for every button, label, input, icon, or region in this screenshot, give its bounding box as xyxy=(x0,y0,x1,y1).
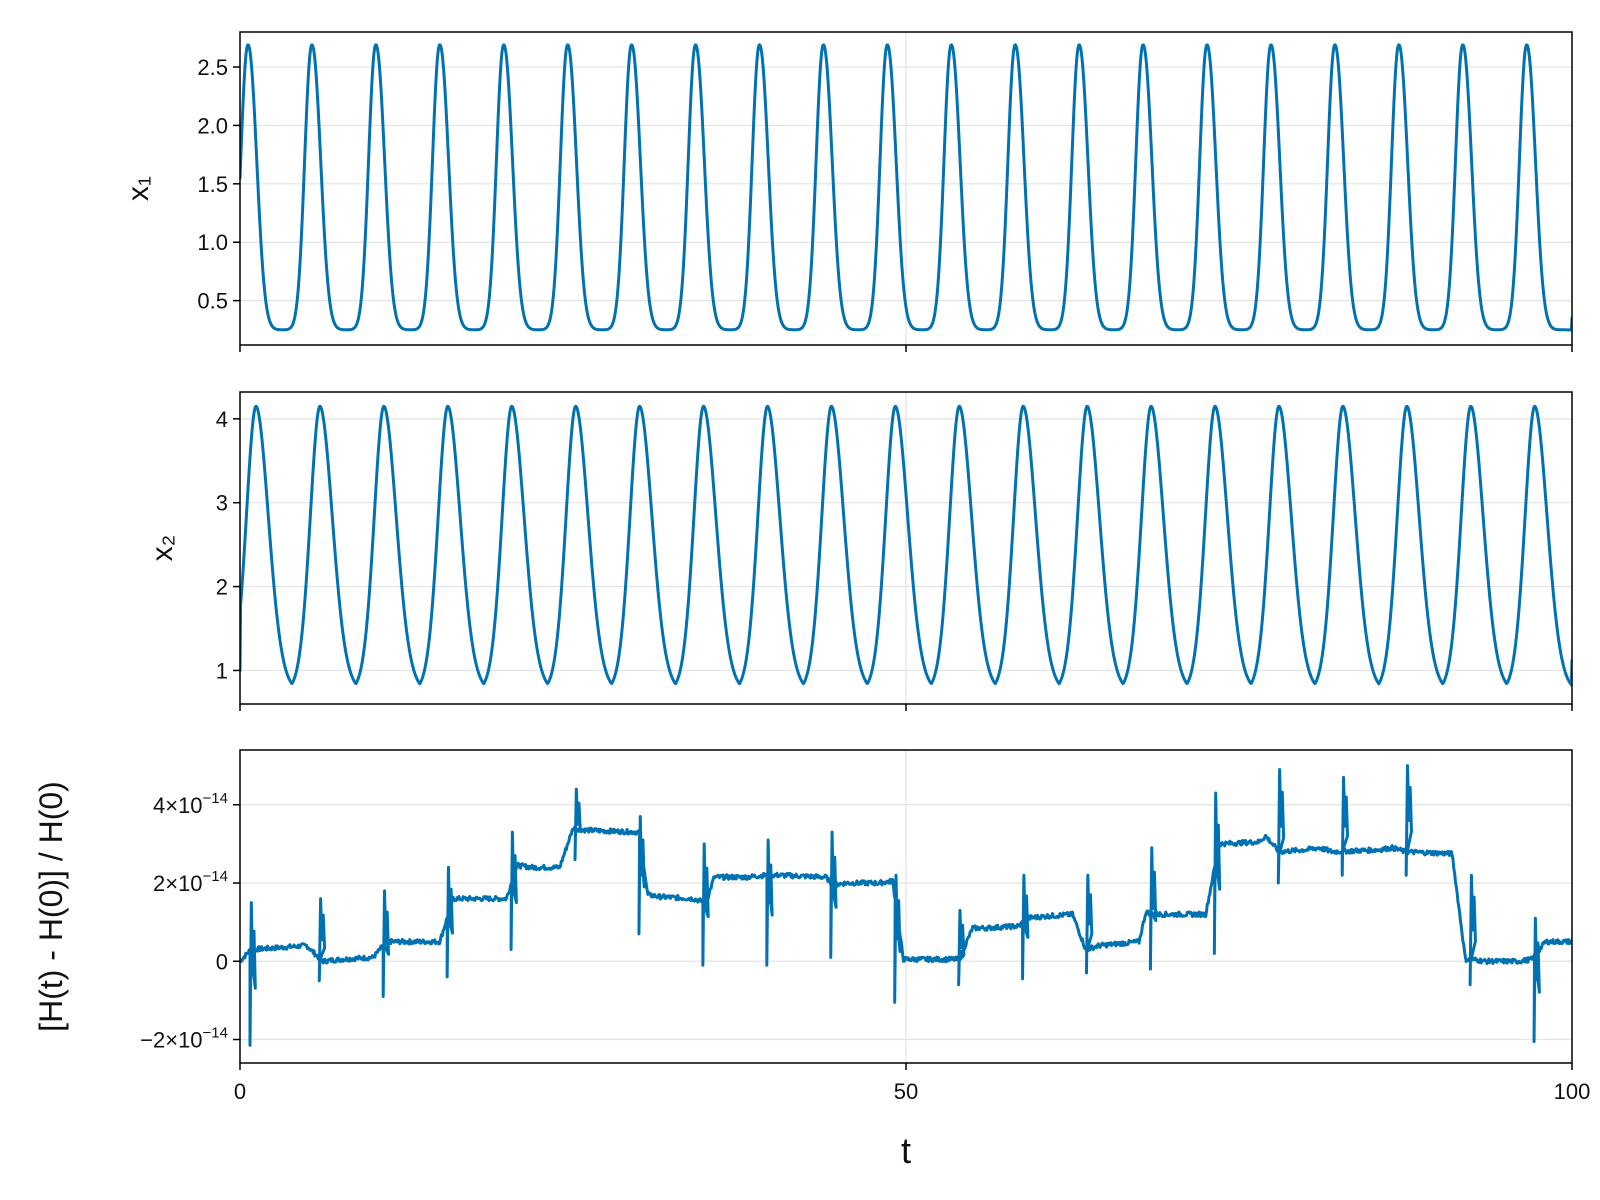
y-tick-label-base: 2×10 xyxy=(153,871,203,896)
y-tick-label-base: 4×10 xyxy=(153,793,203,818)
y-axis-label: [H(t) - H(0)] / H(0) xyxy=(33,781,69,1032)
x-tick-label: 100 xyxy=(1554,1079,1591,1104)
y-tick-label-exponent: −14 xyxy=(203,1025,228,1042)
y-tick-label: 4×10−14 xyxy=(153,790,228,818)
y-tick-label: −2×10−14 xyxy=(140,1025,228,1053)
y-tick-label: 0 xyxy=(216,949,228,974)
y-axis-label: x₁ xyxy=(122,176,155,201)
y-tick-label: 3 xyxy=(216,491,228,516)
y-tick-label: 2×10−14 xyxy=(153,868,228,896)
y-tick-label: 1.5 xyxy=(197,172,228,197)
y-axis-label: x₂ xyxy=(146,535,179,562)
y-tick-label: 1 xyxy=(216,658,228,683)
x-tick-label: 0 xyxy=(234,1079,246,1104)
y-tick-label: 1.0 xyxy=(197,230,228,255)
y-tick-label-exponent: −14 xyxy=(203,868,228,885)
y-tick-label: 2 xyxy=(216,575,228,600)
y-tick-label: 4 xyxy=(216,407,228,432)
panel-x1: 0.5 1.0 1.5 2.0 2.5 x₁ xyxy=(122,31,1573,352)
y-tick-label-base: 0 xyxy=(216,949,228,974)
series-line xyxy=(240,43,1572,332)
x-axis-label: t xyxy=(901,1130,911,1171)
y-tick-label: 0.5 xyxy=(197,289,228,314)
y-tick-label: 2.5 xyxy=(197,55,228,80)
y-tick-label: 2.0 xyxy=(197,113,228,138)
panel-x2: 1 2 3 4 x₂ xyxy=(146,391,1573,711)
y-tick-label-base: −2×10 xyxy=(140,1028,202,1053)
series-line xyxy=(240,404,1572,687)
y-tick-label-exponent: −14 xyxy=(203,790,228,807)
x-tick-label: 50 xyxy=(894,1079,918,1104)
series-line xyxy=(240,764,1572,1047)
